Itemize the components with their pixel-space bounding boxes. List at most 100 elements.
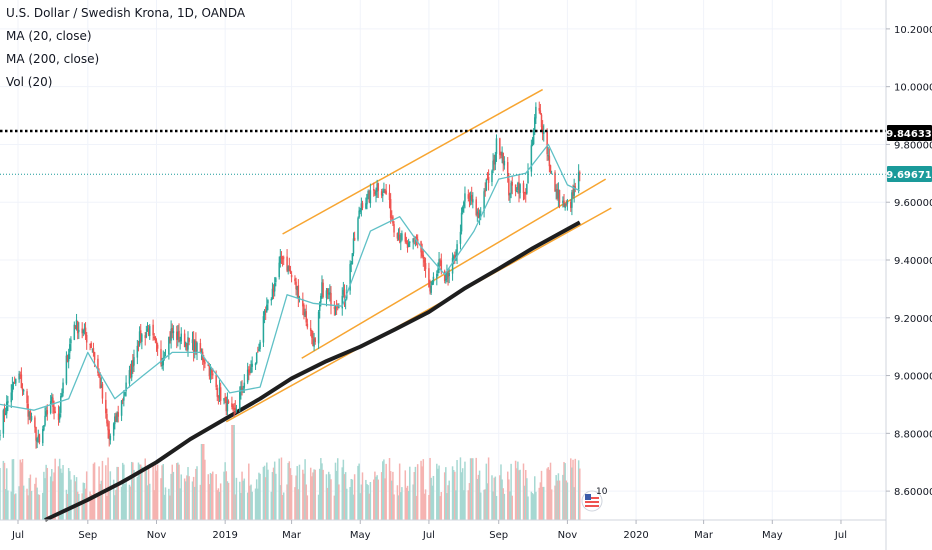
chart-title[interactable]: U.S. Dollar / Swedish Krona, 1D, OANDA	[6, 6, 246, 20]
volume-bar	[539, 482, 542, 520]
candle-body	[470, 194, 473, 202]
volume-bar	[84, 488, 87, 520]
volume-bar	[415, 495, 418, 520]
candle-body	[558, 189, 561, 203]
candle-body	[212, 373, 214, 376]
candle-body	[52, 397, 54, 407]
volume-bar	[547, 467, 550, 520]
volume-bar	[2, 460, 5, 520]
volume-bar	[188, 476, 190, 520]
volume-bar	[287, 462, 289, 520]
level-price-text: 9.84633	[886, 129, 932, 140]
candle-body	[100, 385, 103, 388]
candle-body	[125, 382, 127, 392]
candle-body	[556, 189, 559, 199]
candle-body	[477, 212, 480, 218]
volume-bar	[393, 494, 395, 520]
candle-body	[209, 368, 212, 376]
volume-bar	[290, 475, 293, 520]
volume-bar	[344, 472, 347, 520]
volume-bar	[392, 471, 394, 520]
trend-lines[interactable]	[225, 88, 612, 423]
candle-body	[3, 410, 6, 416]
volume-bar	[511, 495, 513, 520]
volume-bar	[366, 484, 368, 520]
volume-bar	[272, 467, 275, 520]
volume-bar	[350, 478, 352, 520]
volume-bar	[523, 485, 526, 520]
price-axis[interactable]	[885, 0, 932, 550]
volume-bar	[240, 492, 242, 520]
candle-body	[171, 327, 173, 334]
volume-bar	[554, 485, 556, 520]
candle-body	[183, 333, 186, 347]
candle-body	[137, 345, 140, 347]
volume-bar	[226, 481, 229, 520]
volume-bar	[430, 477, 432, 520]
volume-bar	[267, 469, 269, 520]
horizontal-levels[interactable]	[0, 129, 886, 175]
volume-bar	[73, 475, 76, 520]
volume-bar	[517, 461, 519, 520]
candle-body	[82, 329, 85, 334]
candle-body	[517, 183, 519, 191]
candle-body	[58, 413, 61, 420]
candle-body	[344, 299, 347, 301]
volume-bar	[429, 457, 431, 520]
volume-bar	[400, 492, 402, 520]
candle-body	[305, 311, 307, 323]
candle-body	[30, 416, 33, 420]
candle-body	[232, 405, 234, 410]
candle-body	[120, 400, 123, 416]
volume-bar	[475, 457, 477, 520]
candle-body	[423, 259, 426, 263]
candle-body	[85, 334, 88, 343]
volume-bar	[18, 486, 20, 520]
flag-canton-icon	[585, 494, 591, 500]
volume-bar	[117, 466, 119, 520]
candle-body	[335, 307, 338, 309]
time-axis-ticks: Jul Sep Nov 2019 Mar May Jul Sep Nov 2020 Mar May Ju…	[11, 520, 847, 541]
volume-bar	[51, 469, 53, 520]
candle-body	[217, 396, 220, 398]
volume-bar	[570, 458, 572, 520]
candle-body	[139, 330, 142, 342]
candle-body	[534, 117, 536, 131]
flag-badge[interactable]: 10	[581, 487, 608, 512]
legend-ma20[interactable]: MA (20, close)	[6, 29, 92, 43]
volume-bar	[100, 480, 103, 520]
candle-body	[97, 358, 99, 374]
candle-body	[257, 351, 259, 353]
candle-body	[219, 387, 222, 401]
legend-ma200[interactable]: MA (200, close)	[6, 52, 100, 66]
candle-body	[281, 258, 284, 260]
volume-bar	[148, 483, 151, 520]
volume-bar	[183, 478, 186, 520]
y-tick-label: 8.80000	[894, 429, 932, 440]
volume-bar	[53, 472, 55, 520]
candle-body	[550, 173, 553, 175]
legend-volume[interactable]: Vol (20)	[6, 75, 53, 89]
candle-body	[406, 243, 409, 248]
volume-bar	[518, 470, 520, 520]
candle-body	[67, 353, 70, 362]
volume-bar	[120, 486, 123, 520]
candle-body	[251, 363, 253, 367]
volume-bar	[478, 470, 481, 520]
volume-bar	[343, 474, 346, 520]
volume-bar	[164, 487, 167, 520]
candle-body	[266, 304, 268, 312]
candle-body	[579, 172, 581, 175]
volume-bar	[574, 458, 577, 520]
volume-bar	[90, 494, 92, 520]
volume-bar	[69, 471, 71, 520]
volume-bar	[235, 477, 238, 520]
volume-bar	[345, 488, 348, 520]
candle-body	[278, 262, 280, 278]
candle-body	[51, 396, 53, 402]
volume-bar	[493, 477, 495, 520]
volume-bar	[460, 472, 463, 520]
candle-body	[175, 331, 178, 340]
candle-body	[514, 184, 517, 192]
